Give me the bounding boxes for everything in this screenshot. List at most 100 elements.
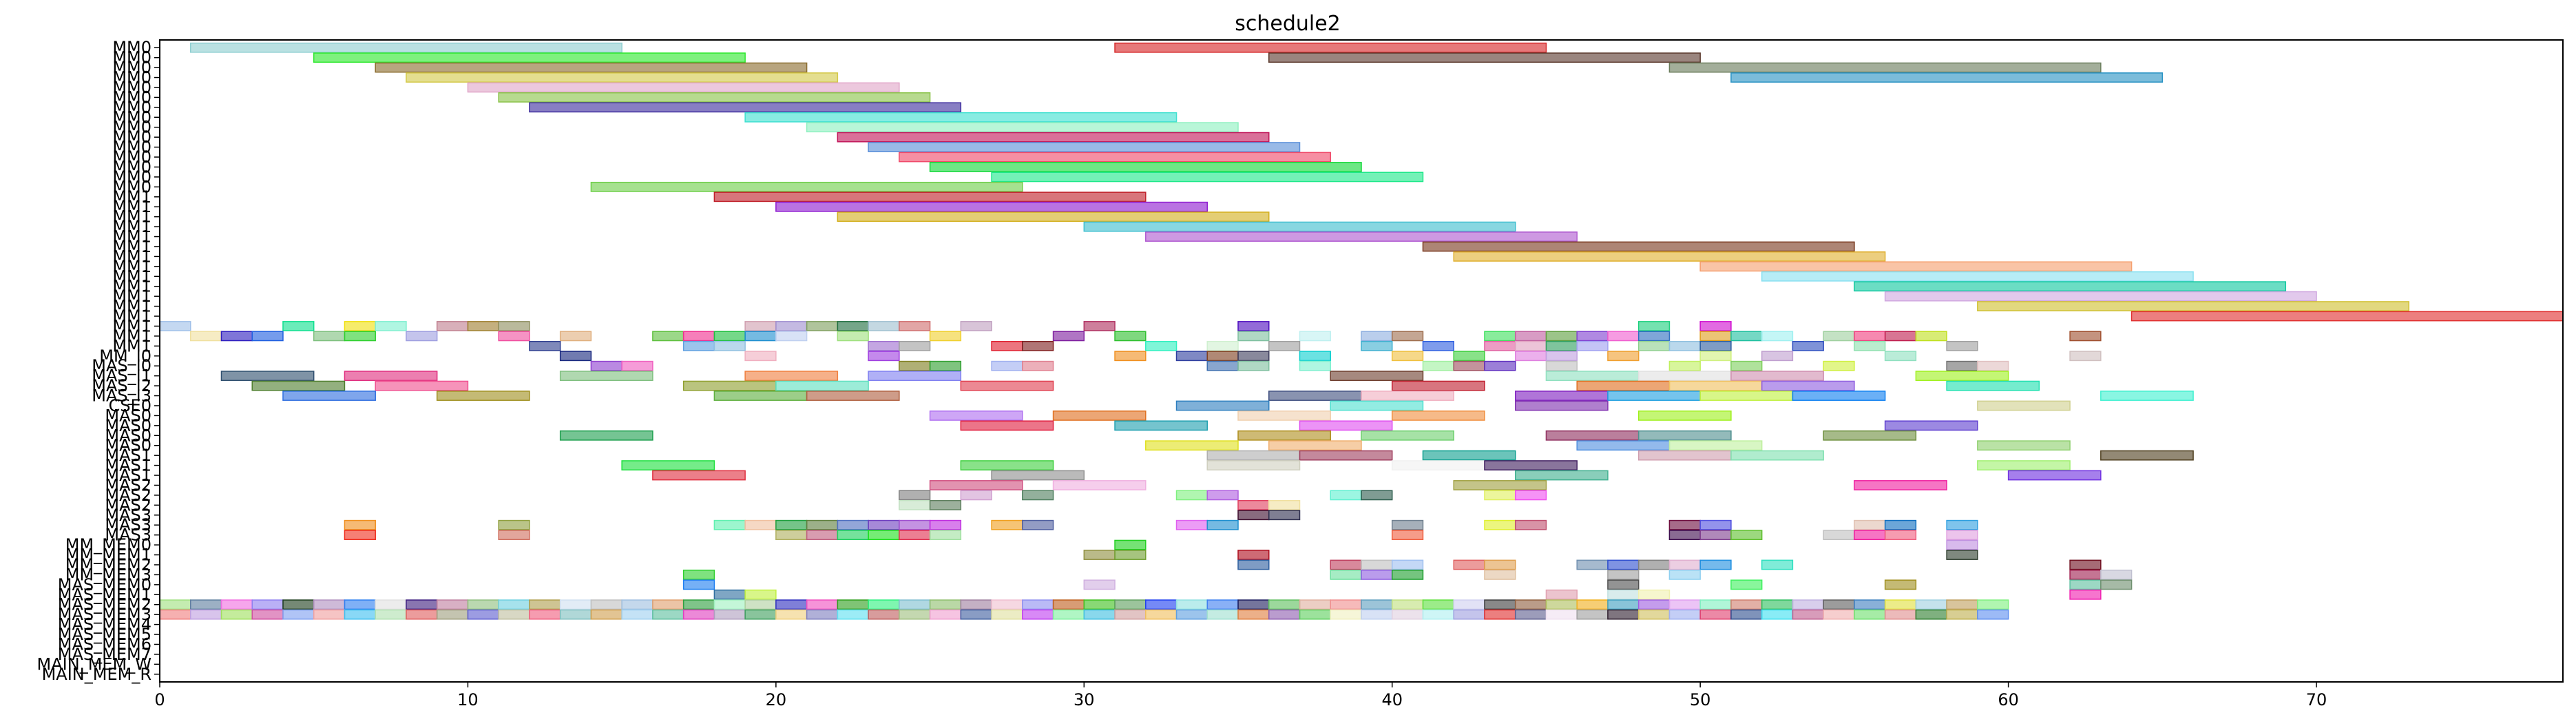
- task-bar: [1052, 411, 1146, 421]
- task-bar: [1977, 360, 2009, 371]
- task-bar: [1668, 559, 1701, 570]
- task-bar: [344, 331, 376, 342]
- task-bar: [1637, 589, 1671, 600]
- task-bar: [2007, 470, 2102, 481]
- task-bar: [1391, 411, 1485, 421]
- task-bar: [929, 411, 1023, 421]
- task-bar: [1576, 440, 1671, 451]
- y-tick-label: MAS2: [105, 486, 151, 505]
- task-bar: [929, 480, 1023, 490]
- task-bar: [1854, 480, 1947, 490]
- task-bar: [406, 609, 438, 620]
- task-bar: [1545, 599, 1578, 610]
- task-bar: [1576, 340, 1609, 351]
- task-bar: [2069, 331, 2102, 342]
- task-bar: [1668, 519, 1701, 530]
- task-bar: [1607, 559, 1640, 570]
- task-bar: [2100, 579, 2133, 590]
- task-bar: [1114, 609, 1146, 620]
- task-bar: [1206, 490, 1239, 501]
- task-bar: [1699, 559, 1732, 570]
- task-bar: [1361, 570, 1393, 580]
- task-bar: [189, 609, 222, 620]
- y-tick-label: MM_I0: [99, 346, 151, 366]
- y-tick-label: MAIN_MEM_W: [37, 654, 151, 674]
- task-bar: [1823, 530, 1855, 541]
- task-bar: [1946, 360, 1978, 371]
- y-tick-label: MM0: [112, 118, 151, 137]
- task-bar: [899, 321, 931, 331]
- task-bar: [375, 609, 407, 620]
- task-bar: [1299, 420, 1393, 431]
- task-bar: [868, 519, 900, 530]
- task-bar: [1083, 221, 1516, 232]
- task-bar: [313, 609, 346, 620]
- task-bar: [713, 331, 746, 342]
- task-bar: [775, 609, 808, 620]
- task-bar: [1484, 490, 1516, 501]
- task-bar: [1484, 519, 1516, 530]
- task-bar: [929, 499, 962, 510]
- y-tick-label: MAS1: [105, 466, 151, 485]
- task-bar: [1268, 340, 1301, 351]
- task-bar: [837, 599, 869, 610]
- task-bar: [868, 321, 900, 331]
- task-bar: [189, 331, 222, 342]
- y-tick-label: MM1: [112, 247, 151, 266]
- task-bar: [1299, 450, 1393, 461]
- task-bar: [1761, 351, 1794, 362]
- y-tick-label: MM0: [112, 58, 151, 77]
- task-bar: [899, 360, 931, 371]
- task-bar: [1915, 371, 2009, 382]
- task-bar: [1514, 331, 1547, 342]
- task-bar: [899, 152, 1332, 163]
- y-tick-label: MM1: [112, 326, 151, 346]
- task-bar: [375, 321, 407, 331]
- task-bar: [868, 340, 900, 351]
- task-bar: [1361, 599, 1393, 610]
- y-tick-label: MAS_MEM3: [58, 605, 151, 624]
- task-bar: [1823, 430, 1917, 441]
- task-bar: [1730, 530, 1763, 541]
- task-bar: [621, 460, 715, 470]
- task-bar: [775, 380, 869, 391]
- y-tick-label: MM_MEM3: [65, 565, 151, 584]
- task-bar: [282, 321, 315, 331]
- y-tick-label: MAS_I2: [92, 376, 151, 395]
- task-bar: [960, 460, 1054, 470]
- task-bar: [1730, 599, 1763, 610]
- task-bar: [1668, 570, 1701, 580]
- y-tick-label: MM1: [112, 237, 151, 256]
- task-bar: [2069, 579, 2102, 590]
- task-bar: [344, 599, 376, 610]
- task-bar: [1268, 440, 1362, 451]
- task-bar: [1730, 579, 1763, 590]
- task-bar: [436, 391, 530, 401]
- task-bar: [1699, 261, 2133, 272]
- task-bar: [1022, 340, 1054, 351]
- task-bar: [1946, 530, 1978, 541]
- task-bar: [1453, 351, 1485, 362]
- task-bar: [1637, 411, 1732, 421]
- task-bar: [1514, 470, 1609, 481]
- task-bar: [929, 530, 962, 541]
- task-bar: [1514, 519, 1547, 530]
- task-bar: [1022, 490, 1054, 501]
- task-bar: [2100, 450, 2194, 461]
- task-bar: [1391, 460, 1485, 470]
- y-tick-label: MM1: [112, 217, 151, 236]
- y-tick-label: MM1: [112, 227, 151, 247]
- task-bar: [1237, 321, 1270, 331]
- task-bar: [590, 360, 622, 371]
- x-tick-label: 70: [2306, 690, 2327, 709]
- task-bar: [1052, 609, 1085, 620]
- task-bar: [1668, 360, 1701, 371]
- task-bar: [1514, 490, 1547, 501]
- task-bar: [991, 360, 1023, 371]
- y-tick-label: MM1: [112, 297, 151, 316]
- task-bar: [1545, 371, 1640, 382]
- task-bar: [1514, 609, 1547, 620]
- x-tick-label: 10: [457, 690, 479, 709]
- task-bar: [1391, 331, 1424, 342]
- task-bar: [1514, 340, 1547, 351]
